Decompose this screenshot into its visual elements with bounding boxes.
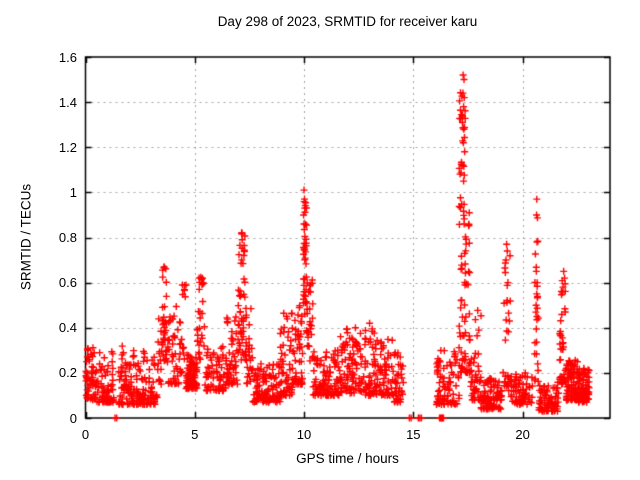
chart-title: Day 298 of 2023, SRMTID for receiver kar… [217,14,478,29]
y-tick-label: 1 [69,184,77,200]
x-tick-label: 5 [191,427,199,442]
x-tick-label: 15 [406,427,421,442]
y-tick-label: 0.4 [58,320,77,336]
y-tick-label: 0.6 [58,275,77,291]
y-tick-label: 0.2 [58,365,77,381]
y-tick-label: 0.8 [58,230,77,245]
x-tick-label: 10 [296,427,312,442]
y-tick-label: 1.4 [58,94,77,110]
x-axis-label: GPS time / hours [296,451,399,466]
x-tick-label: 20 [515,427,530,442]
y-tick-label: 1.6 [58,49,77,65]
x-tick-label: 0 [81,427,90,442]
y-tick-label: 0 [69,410,77,426]
y-tick-label: 1.2 [58,139,77,155]
